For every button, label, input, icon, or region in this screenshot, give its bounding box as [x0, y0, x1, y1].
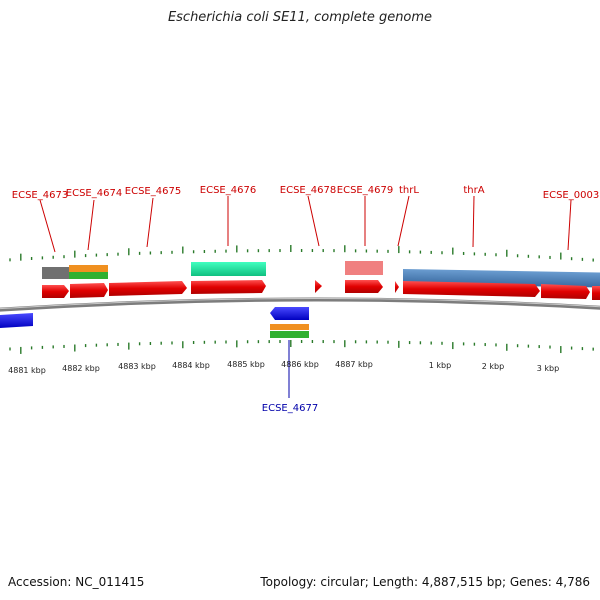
cds-reverse-left[interactable]: [0, 313, 33, 328]
cds-next[interactable]: [592, 286, 600, 300]
scale-label: 4883 kbp: [118, 362, 156, 371]
leader-ecse-4678: [307, 195, 320, 247]
cds-ecse-4673[interactable]: [42, 285, 69, 298]
feature-teal[interactable]: [191, 262, 266, 276]
label-ecse-4679[interactable]: ECSE_4679: [337, 185, 393, 196]
gene-labels: ECSE_4673 ECSE_4674 ECSE_4675 ECSE_4676 …: [12, 185, 599, 414]
scale-label: 3 kbp: [537, 364, 559, 373]
label-ecse-4673[interactable]: ECSE_4673: [12, 190, 68, 201]
scale-label: 4885 kbp: [227, 360, 265, 369]
feature-gray[interactable]: [42, 267, 69, 279]
cds-ecse-4678[interactable]: [315, 280, 322, 293]
feature-green[interactable]: [69, 272, 108, 279]
label-ecse-4677[interactable]: ECSE_4677: [262, 403, 318, 414]
label-ecse-4676[interactable]: ECSE_4676: [200, 185, 256, 196]
label-ecse-4674[interactable]: ECSE_4674: [66, 188, 122, 199]
cds-ecse-4679[interactable]: [345, 280, 383, 293]
label-ecse-0003[interactable]: ECSE_0003: [543, 190, 599, 201]
cds-ecse-4675[interactable]: [109, 281, 187, 296]
tick-row-bottom: [9, 340, 594, 354]
label-thrL[interactable]: thrL: [399, 185, 419, 196]
cds-ecse-0003[interactable]: [541, 284, 590, 299]
label-thrA[interactable]: thrA: [463, 185, 484, 196]
leader-ecse-4673: [39, 199, 56, 253]
label-ecse-4675[interactable]: ECSE_4675: [125, 186, 181, 197]
tick-row-top: [9, 245, 594, 262]
scale-label: 4884 kbp: [172, 361, 210, 370]
scale-labels: 4881 kbp 4882 kbp 4883 kbp 4884 kbp 4885…: [8, 360, 559, 375]
genome-backbone-highlight: [0, 297, 600, 310]
cds-forward-track: [42, 280, 600, 300]
cds-ecse-4674[interactable]: [70, 283, 108, 298]
leader-thrL: [397, 195, 410, 247]
leader-ecse-4675: [146, 197, 154, 248]
topology-text: Topology: circular; Length: 4,887,515 bp…: [260, 575, 590, 589]
scale-label: 4886 kbp: [281, 360, 319, 369]
scale-label: 1 kbp: [429, 361, 451, 370]
scale-label: 4887 kbp: [335, 360, 373, 369]
leader-thrA: [472, 195, 475, 248]
leader-ecse-0003: [567, 199, 572, 251]
cds-thrA[interactable]: [403, 281, 540, 297]
scale-label: 4882 kbp: [62, 364, 100, 373]
scale-label: 4881 kbp: [8, 366, 46, 375]
accession-text: Accession: NC_011415: [8, 575, 145, 589]
feature-green-lower[interactable]: [270, 331, 309, 338]
feature-orange-lower[interactable]: [270, 324, 309, 330]
cds-thrL[interactable]: [395, 281, 399, 293]
cds-ecse-4676[interactable]: [191, 280, 266, 294]
label-ecse-4678[interactable]: ECSE_4678: [280, 185, 336, 196]
feature-orange[interactable]: [69, 265, 108, 272]
genome-title: Escherichia coli SE11, complete genome: [167, 10, 433, 25]
scale-label: 2 kbp: [482, 362, 504, 371]
feature-pink[interactable]: [345, 261, 383, 275]
leader-ecse-4674: [87, 199, 95, 251]
genome-backbone: [0, 297, 600, 312]
cds-ecse-4677[interactable]: [270, 307, 309, 320]
